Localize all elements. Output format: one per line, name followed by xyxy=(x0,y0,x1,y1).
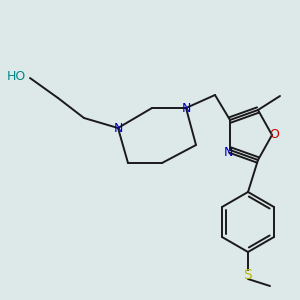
Text: HO: HO xyxy=(7,70,26,83)
Text: O: O xyxy=(269,128,279,142)
Text: N: N xyxy=(223,146,233,158)
Text: N: N xyxy=(113,122,123,134)
Text: S: S xyxy=(244,268,252,282)
Text: N: N xyxy=(181,101,191,115)
